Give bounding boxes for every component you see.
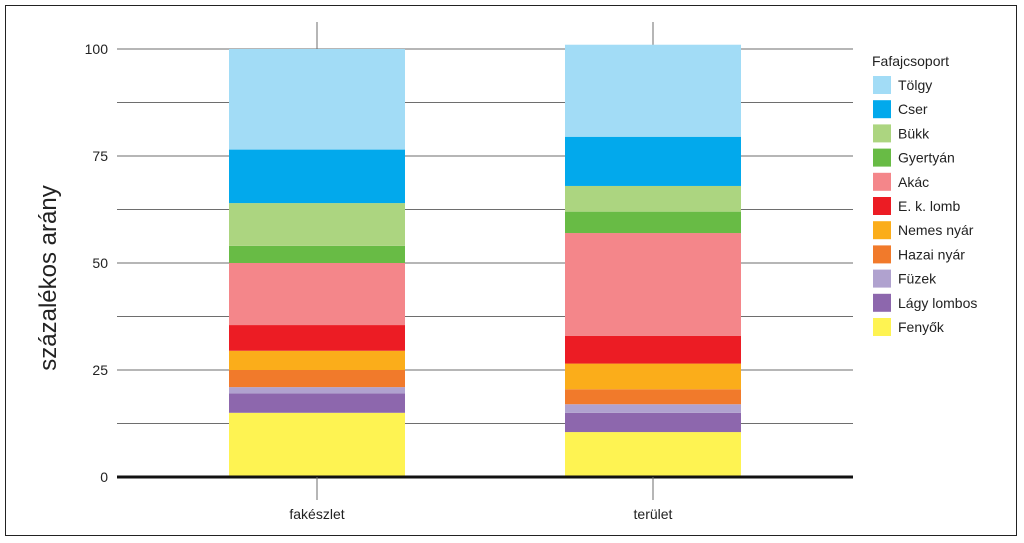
y-tick-label: 0 [100,469,108,485]
bar-segment [229,393,405,413]
legend-swatch [873,124,891,143]
bar-segment [229,49,405,150]
bar-segment [229,203,405,246]
bar-segment [229,370,405,388]
y-tick-labels: 0 25 50 75 100 [85,41,109,485]
legend-swatch [873,76,891,94]
bar-segment [229,387,405,394]
legend-swatch [873,318,891,336]
y-tick-label: 100 [85,41,109,57]
legend-swatch [873,269,891,288]
y-tick-label: 50 [92,255,108,271]
x-tick-label: terület [634,506,673,522]
legend-swatch [873,197,891,215]
chart-frame [5,5,1017,536]
y-tick-label: 75 [92,148,108,164]
legend-label: Bükk [898,125,930,141]
bar-segment [565,211,741,234]
bar-segment [565,363,741,390]
bar-segment [565,233,741,336]
legend-label: Cser [898,101,928,117]
legend-swatch [873,172,891,191]
legend-label: Fenyők [898,319,945,335]
x-tick-labels: fakészlet terület [289,477,673,522]
legend-swatch [873,293,891,312]
legend-label: Füzek [898,271,937,287]
legend: Fafajcsoport Tölgy Cser Bükk Gyertyán Akác E.… [872,53,977,336]
bars [229,44,741,477]
bar-segment [229,263,405,326]
legend-label: Hazai nyár [898,246,965,262]
bar-segment [565,335,741,364]
bar-segment [565,389,741,405]
bar-segment [229,245,405,263]
legend-label: E. k. lomb [898,198,960,214]
y-axis-label: százalékos arány [35,185,62,370]
bar-segment [565,412,741,433]
legend-swatch [873,100,891,119]
y-tick-label: 25 [92,362,108,378]
bar-segment [229,149,405,204]
gridlines [117,22,853,424]
legend-label: Akác [898,174,929,190]
bar-segment [229,412,405,477]
bar-segment [565,44,741,137]
bar-segment [229,325,405,351]
legend-swatch [873,221,891,240]
legend-label: Tölgy [898,77,932,93]
legend-label: Nemes nyár [898,222,974,238]
bar-segment [565,185,741,212]
legend-swatch [873,148,891,167]
legend-title: Fafajcsoport [872,53,949,69]
x-tick-label: fakészlet [289,506,344,522]
legend-label: Gyertyán [898,150,955,166]
bar-segment [565,136,741,186]
legend-swatch [873,245,891,264]
bar-segment [565,404,741,413]
bar-segment [229,350,405,370]
legend-label: Lágy lombos [898,295,977,311]
bar-segment [565,432,741,477]
